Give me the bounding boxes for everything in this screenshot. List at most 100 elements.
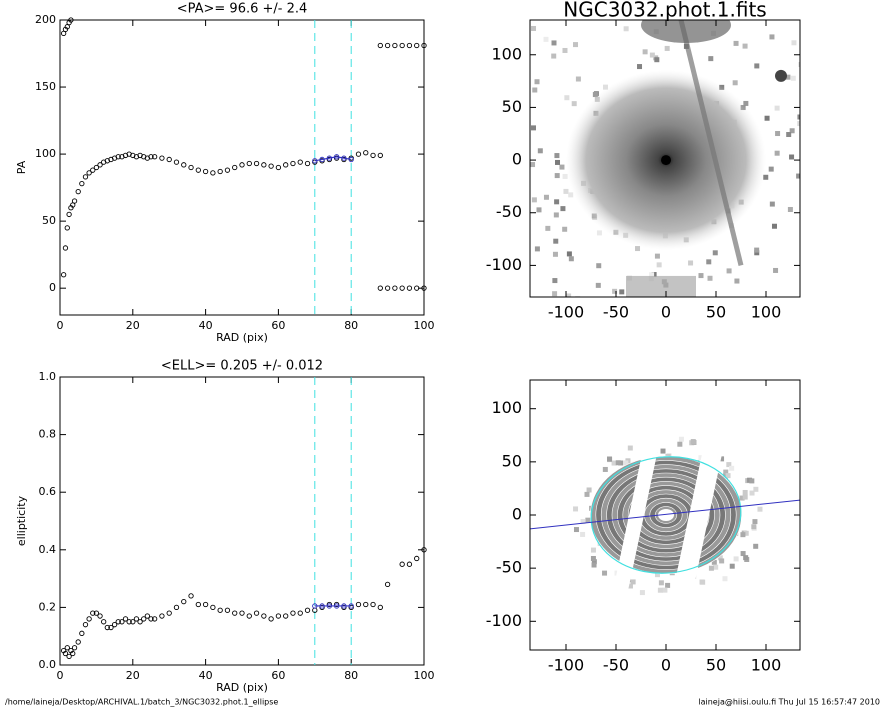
pixel — [566, 293, 572, 297]
x-tick-label: 80 — [344, 669, 358, 682]
pixel — [554, 153, 560, 159]
data-point — [239, 162, 245, 168]
data-point — [119, 619, 125, 625]
pixel — [723, 469, 729, 475]
pixel — [592, 92, 598, 98]
pixel — [612, 288, 618, 294]
data-point — [246, 160, 252, 167]
data-point — [363, 601, 369, 608]
pixel — [602, 570, 608, 576]
y-tick-label: 0.2 — [39, 600, 57, 613]
data-point — [159, 155, 165, 161]
data-point — [141, 616, 147, 622]
y-tick-label: 0 — [512, 505, 522, 524]
pixel — [786, 132, 792, 138]
data-point — [79, 180, 85, 187]
data-point — [108, 624, 114, 631]
pixel — [575, 76, 581, 82]
pixel — [742, 489, 748, 495]
pixel — [719, 456, 725, 462]
pixel — [708, 56, 714, 62]
pixel — [553, 238, 559, 244]
data-point — [406, 285, 413, 291]
pixel — [751, 524, 757, 530]
data-point — [217, 607, 223, 613]
pixel — [725, 473, 731, 479]
data-point — [195, 601, 201, 608]
data-point — [60, 272, 67, 278]
data-point — [290, 160, 296, 167]
data-point — [370, 601, 376, 608]
y-tick-label: 200 — [35, 13, 56, 26]
pixel — [711, 559, 717, 565]
y-tick-label: 1.0 — [39, 370, 57, 383]
pixel — [537, 148, 543, 154]
data-point — [232, 164, 238, 171]
pixel — [562, 173, 568, 179]
pixel — [555, 159, 561, 165]
data-point — [62, 650, 69, 657]
pixel — [559, 164, 565, 170]
star — [775, 69, 787, 82]
major-axis — [530, 499, 800, 530]
pixel — [657, 587, 663, 593]
pixel — [545, 225, 551, 231]
pixel — [798, 62, 800, 68]
x-tick-label: 50 — [706, 656, 726, 675]
data-point — [71, 198, 78, 204]
data-point — [97, 613, 103, 619]
data-point — [173, 604, 180, 611]
y-tick-label: 100 — [491, 44, 522, 63]
fit-ellipse — [590, 456, 742, 574]
pixel — [534, 246, 540, 252]
pixel — [563, 188, 569, 194]
data-point — [90, 167, 96, 173]
pixel — [660, 448, 666, 454]
data-point — [232, 610, 238, 616]
y-axis-label: PA — [15, 160, 28, 174]
pixel — [785, 74, 791, 80]
pixel — [677, 441, 683, 447]
pixel — [649, 52, 655, 58]
data-point — [66, 653, 72, 660]
pixel — [573, 527, 579, 533]
fit-line — [314, 156, 352, 162]
data-point — [148, 616, 154, 622]
pixel — [678, 436, 684, 442]
footer-stamp: laineja@hiisi.oulu.fi Thu Jul 15 16:57:4… — [698, 698, 880, 707]
data-point — [188, 593, 194, 599]
footer-path: /home/laineja/Desktop/ARCHIVAL.1/batch_3… — [5, 698, 278, 707]
pixel — [662, 587, 668, 593]
pixel — [743, 530, 749, 536]
pixel — [743, 555, 749, 561]
data-point — [319, 156, 325, 163]
pixel — [796, 173, 800, 179]
data-point — [341, 603, 347, 609]
pixel — [531, 197, 537, 203]
pixel — [797, 121, 800, 127]
pixel — [639, 590, 645, 596]
data-point — [421, 547, 427, 553]
y-tick-label: 50 — [42, 214, 56, 227]
pixel — [530, 162, 536, 168]
pixel — [573, 42, 579, 48]
plot-frame — [59, 19, 425, 316]
pixel — [722, 576, 728, 582]
pixel — [627, 445, 633, 451]
data-point — [64, 225, 70, 231]
pixel — [554, 173, 560, 179]
data-point — [377, 152, 383, 159]
data-point — [392, 42, 398, 49]
pixel — [615, 460, 621, 466]
data-point — [406, 561, 413, 567]
pixel — [791, 40, 797, 46]
x-tick-label: 0 — [57, 319, 64, 332]
x-tick-label: 0 — [661, 656, 671, 675]
pixel — [749, 478, 755, 484]
pixel — [595, 282, 601, 288]
y-tick-label: 100 — [35, 147, 56, 160]
image-content — [530, 20, 800, 297]
data-point — [93, 610, 100, 616]
data-point — [261, 613, 267, 619]
x-tick-label: 100 — [751, 656, 782, 675]
